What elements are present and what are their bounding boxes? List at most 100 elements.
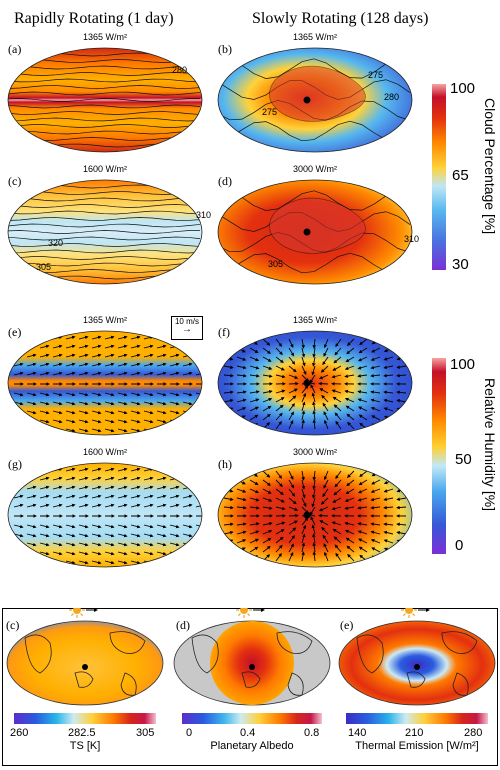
wind-vector <box>52 533 63 538</box>
wind-vector <box>52 503 63 508</box>
wind-vector <box>301 347 306 358</box>
wind-vector <box>262 405 272 412</box>
left-column-title: Rapidly Rotating (1 day) <box>14 10 174 27</box>
ts-tick-260: 260 <box>10 727 29 739</box>
wind-vector <box>91 476 102 481</box>
wind-vector <box>130 344 141 349</box>
wind-vector <box>322 488 329 498</box>
wind-vector <box>117 485 128 490</box>
wind-vector <box>288 497 297 505</box>
ts-tick-305: 305 <box>136 727 155 739</box>
wind-vector <box>397 338 407 344</box>
wind-vector <box>65 494 76 499</box>
substellar-point <box>249 664 255 670</box>
contour-line <box>8 104 201 109</box>
wind-vector <box>91 353 102 358</box>
wind-vector <box>26 467 37 472</box>
substellar-point <box>303 379 311 387</box>
contour-line <box>8 98 201 102</box>
wind-vector <box>396 497 407 501</box>
wind-vector <box>39 560 50 565</box>
wind-vector <box>396 399 407 403</box>
wind-vector <box>182 344 193 349</box>
wind-vector <box>39 353 50 358</box>
wind-vector <box>383 539 394 544</box>
wind-vector <box>26 524 37 529</box>
map-g-field <box>8 463 202 567</box>
wind-vector <box>275 497 285 503</box>
wind-vector <box>262 479 271 486</box>
wind-vector <box>156 542 167 547</box>
wind-vector <box>143 371 154 376</box>
wind-vector <box>117 560 128 565</box>
wind-vector <box>346 545 355 553</box>
wind-vector <box>117 344 128 349</box>
wind-vector <box>249 390 260 394</box>
ts-colorbar <box>14 713 156 724</box>
wind-vector <box>321 526 329 535</box>
wind-vector <box>370 406 381 412</box>
contour-line <box>8 236 201 241</box>
wind-vector <box>91 533 102 538</box>
wind-vector <box>275 389 286 394</box>
bottom-frame <box>2 608 498 766</box>
wind-vector <box>52 542 63 547</box>
wind-vector <box>13 410 24 415</box>
rh-tick-50: 50 <box>455 451 472 468</box>
wind-vector <box>26 335 37 340</box>
wind-vector <box>311 365 316 376</box>
wind-vector <box>169 542 180 547</box>
wind-vector <box>383 497 394 502</box>
wind-vector <box>223 390 234 395</box>
wind-vector <box>169 428 180 433</box>
wind-vector <box>182 467 193 472</box>
wind-vector <box>195 467 202 472</box>
wind-vector <box>52 344 63 349</box>
wind-vector <box>130 533 141 538</box>
wind-vector <box>236 555 246 562</box>
wind-vector <box>344 529 355 535</box>
wind-vector <box>52 485 63 490</box>
wind-vector <box>301 497 307 507</box>
wind-vector <box>344 521 355 526</box>
wind-vector <box>331 506 342 511</box>
wind-vector <box>249 365 260 370</box>
wind-vector <box>249 356 260 362</box>
wind-vector <box>52 551 63 556</box>
wind-vector <box>39 524 50 529</box>
wind-vector <box>65 467 76 472</box>
wind-vector <box>143 344 154 349</box>
wind-vector <box>143 485 154 490</box>
wind-vector <box>249 488 260 494</box>
te-tick-280: 280 <box>464 727 483 739</box>
wind-scale-arrow-icon: → <box>182 324 192 335</box>
wind-vector <box>275 397 285 403</box>
wind-vector <box>39 542 50 547</box>
wind-vector <box>262 529 273 535</box>
wind-vector <box>39 476 50 481</box>
wind-vector <box>65 353 76 358</box>
wind-vector <box>236 365 247 370</box>
wind-vector <box>143 401 154 406</box>
contour-line <box>8 249 201 254</box>
wind-vector <box>223 547 234 553</box>
wind-vector <box>262 356 272 362</box>
wind-vector <box>26 410 37 415</box>
wind-vector <box>334 479 342 488</box>
continent-outline <box>191 634 219 674</box>
continent-outline <box>452 672 469 696</box>
wind-vector <box>91 494 102 499</box>
panel-label-d: (d) <box>218 174 232 188</box>
wind-scale-box: 10 m/s → <box>171 316 203 340</box>
wind-vector <box>130 371 141 376</box>
panel-label-f: (f) <box>218 325 230 339</box>
wind-vector <box>117 542 128 547</box>
wind-vector <box>249 374 260 378</box>
contour-line <box>8 117 201 122</box>
continent-outline <box>24 634 52 674</box>
wind-vector <box>78 533 89 538</box>
wind-vector <box>345 488 355 495</box>
wind-vector <box>91 344 102 349</box>
wind-vector <box>104 485 115 490</box>
wind-vector <box>143 476 154 481</box>
